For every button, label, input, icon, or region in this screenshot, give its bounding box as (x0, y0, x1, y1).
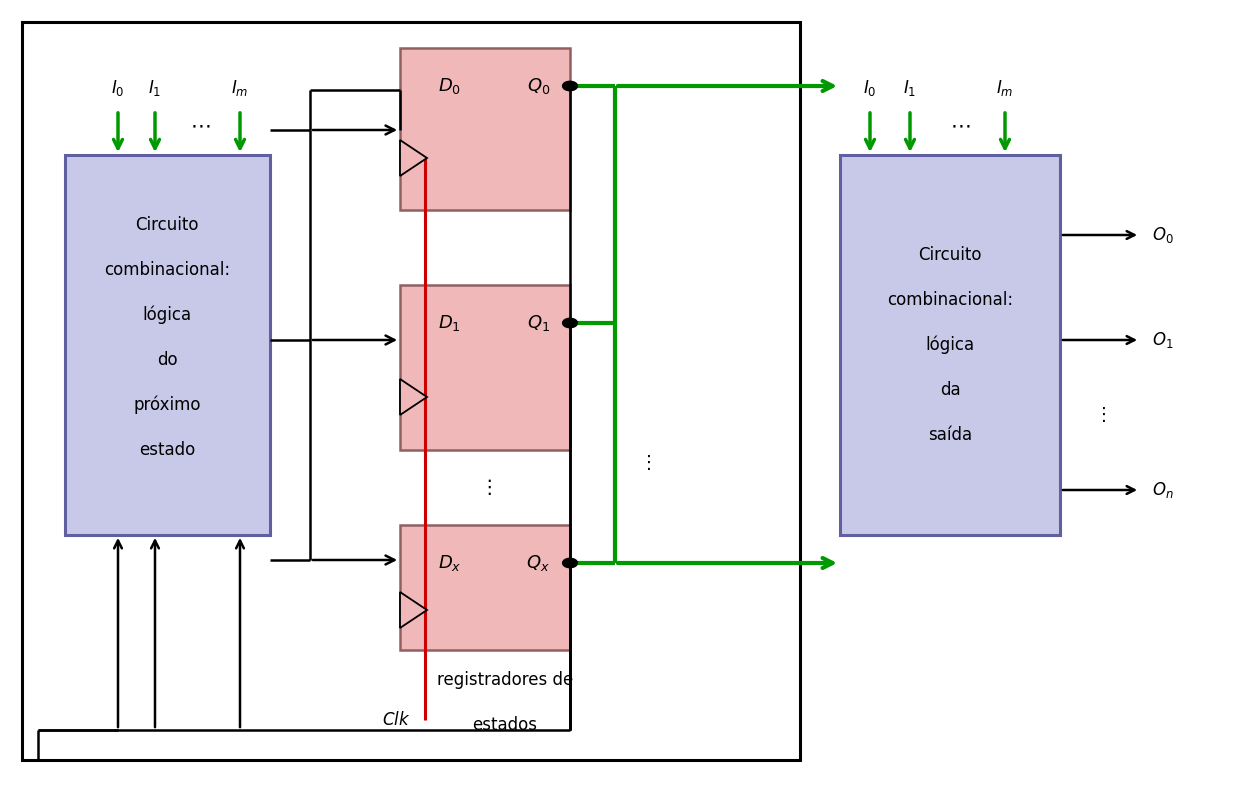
Text: Circuito: Circuito (135, 216, 199, 234)
Circle shape (562, 558, 577, 568)
Bar (66, 155, 270, 535)
Text: $Q_0$: $Q_0$ (526, 76, 550, 96)
Text: $O_n$: $O_n$ (1153, 480, 1174, 500)
Text: $I_1$: $I_1$ (904, 78, 916, 98)
Text: $\vdots$: $\vdots$ (479, 477, 491, 497)
Text: combinacional:: combinacional: (886, 291, 1013, 309)
Text: $I_0$: $I_0$ (111, 78, 125, 98)
Text: $I_1$: $I_1$ (149, 78, 162, 98)
Text: $Clk$: $Clk$ (381, 711, 410, 729)
Text: $D_0$: $D_0$ (438, 76, 461, 96)
Bar (400, 285, 569, 450)
Text: $O_1$: $O_1$ (1153, 330, 1174, 350)
Text: $\vdots$: $\vdots$ (1094, 406, 1106, 425)
Text: $O_0$: $O_0$ (1153, 225, 1174, 245)
Text: $Q_x$: $Q_x$ (526, 553, 550, 573)
Text: registradores de: registradores de (437, 671, 573, 689)
Polygon shape (400, 592, 427, 628)
Text: estado: estado (139, 441, 196, 459)
Text: $\cdots$: $\cdots$ (189, 115, 210, 135)
Text: $Q_1$: $Q_1$ (527, 313, 550, 333)
Bar (841, 155, 1060, 535)
Text: da: da (940, 381, 961, 399)
Text: lógica: lógica (142, 305, 192, 324)
Text: combinacional:: combinacional: (104, 261, 230, 279)
Text: lógica: lógica (926, 336, 974, 354)
Bar (400, 48, 569, 210)
Text: Circuito: Circuito (919, 246, 982, 264)
Circle shape (562, 82, 577, 91)
Text: $I_m$: $I_m$ (232, 78, 249, 98)
Text: $D_x$: $D_x$ (438, 553, 462, 573)
Text: estados: estados (473, 716, 537, 734)
Polygon shape (400, 140, 427, 176)
Text: $D_1$: $D_1$ (438, 313, 461, 333)
Text: $\cdots$: $\cdots$ (950, 115, 971, 135)
Polygon shape (400, 379, 427, 415)
Circle shape (562, 318, 577, 327)
Text: do: do (157, 351, 177, 369)
Bar (22, 22, 800, 760)
Text: $I_m$: $I_m$ (997, 78, 1014, 98)
Text: $\vdots$: $\vdots$ (639, 454, 651, 473)
Text: $I_0$: $I_0$ (863, 78, 877, 98)
Text: saída: saída (928, 426, 972, 444)
Text: próximo: próximo (134, 396, 201, 414)
Bar (400, 525, 569, 650)
